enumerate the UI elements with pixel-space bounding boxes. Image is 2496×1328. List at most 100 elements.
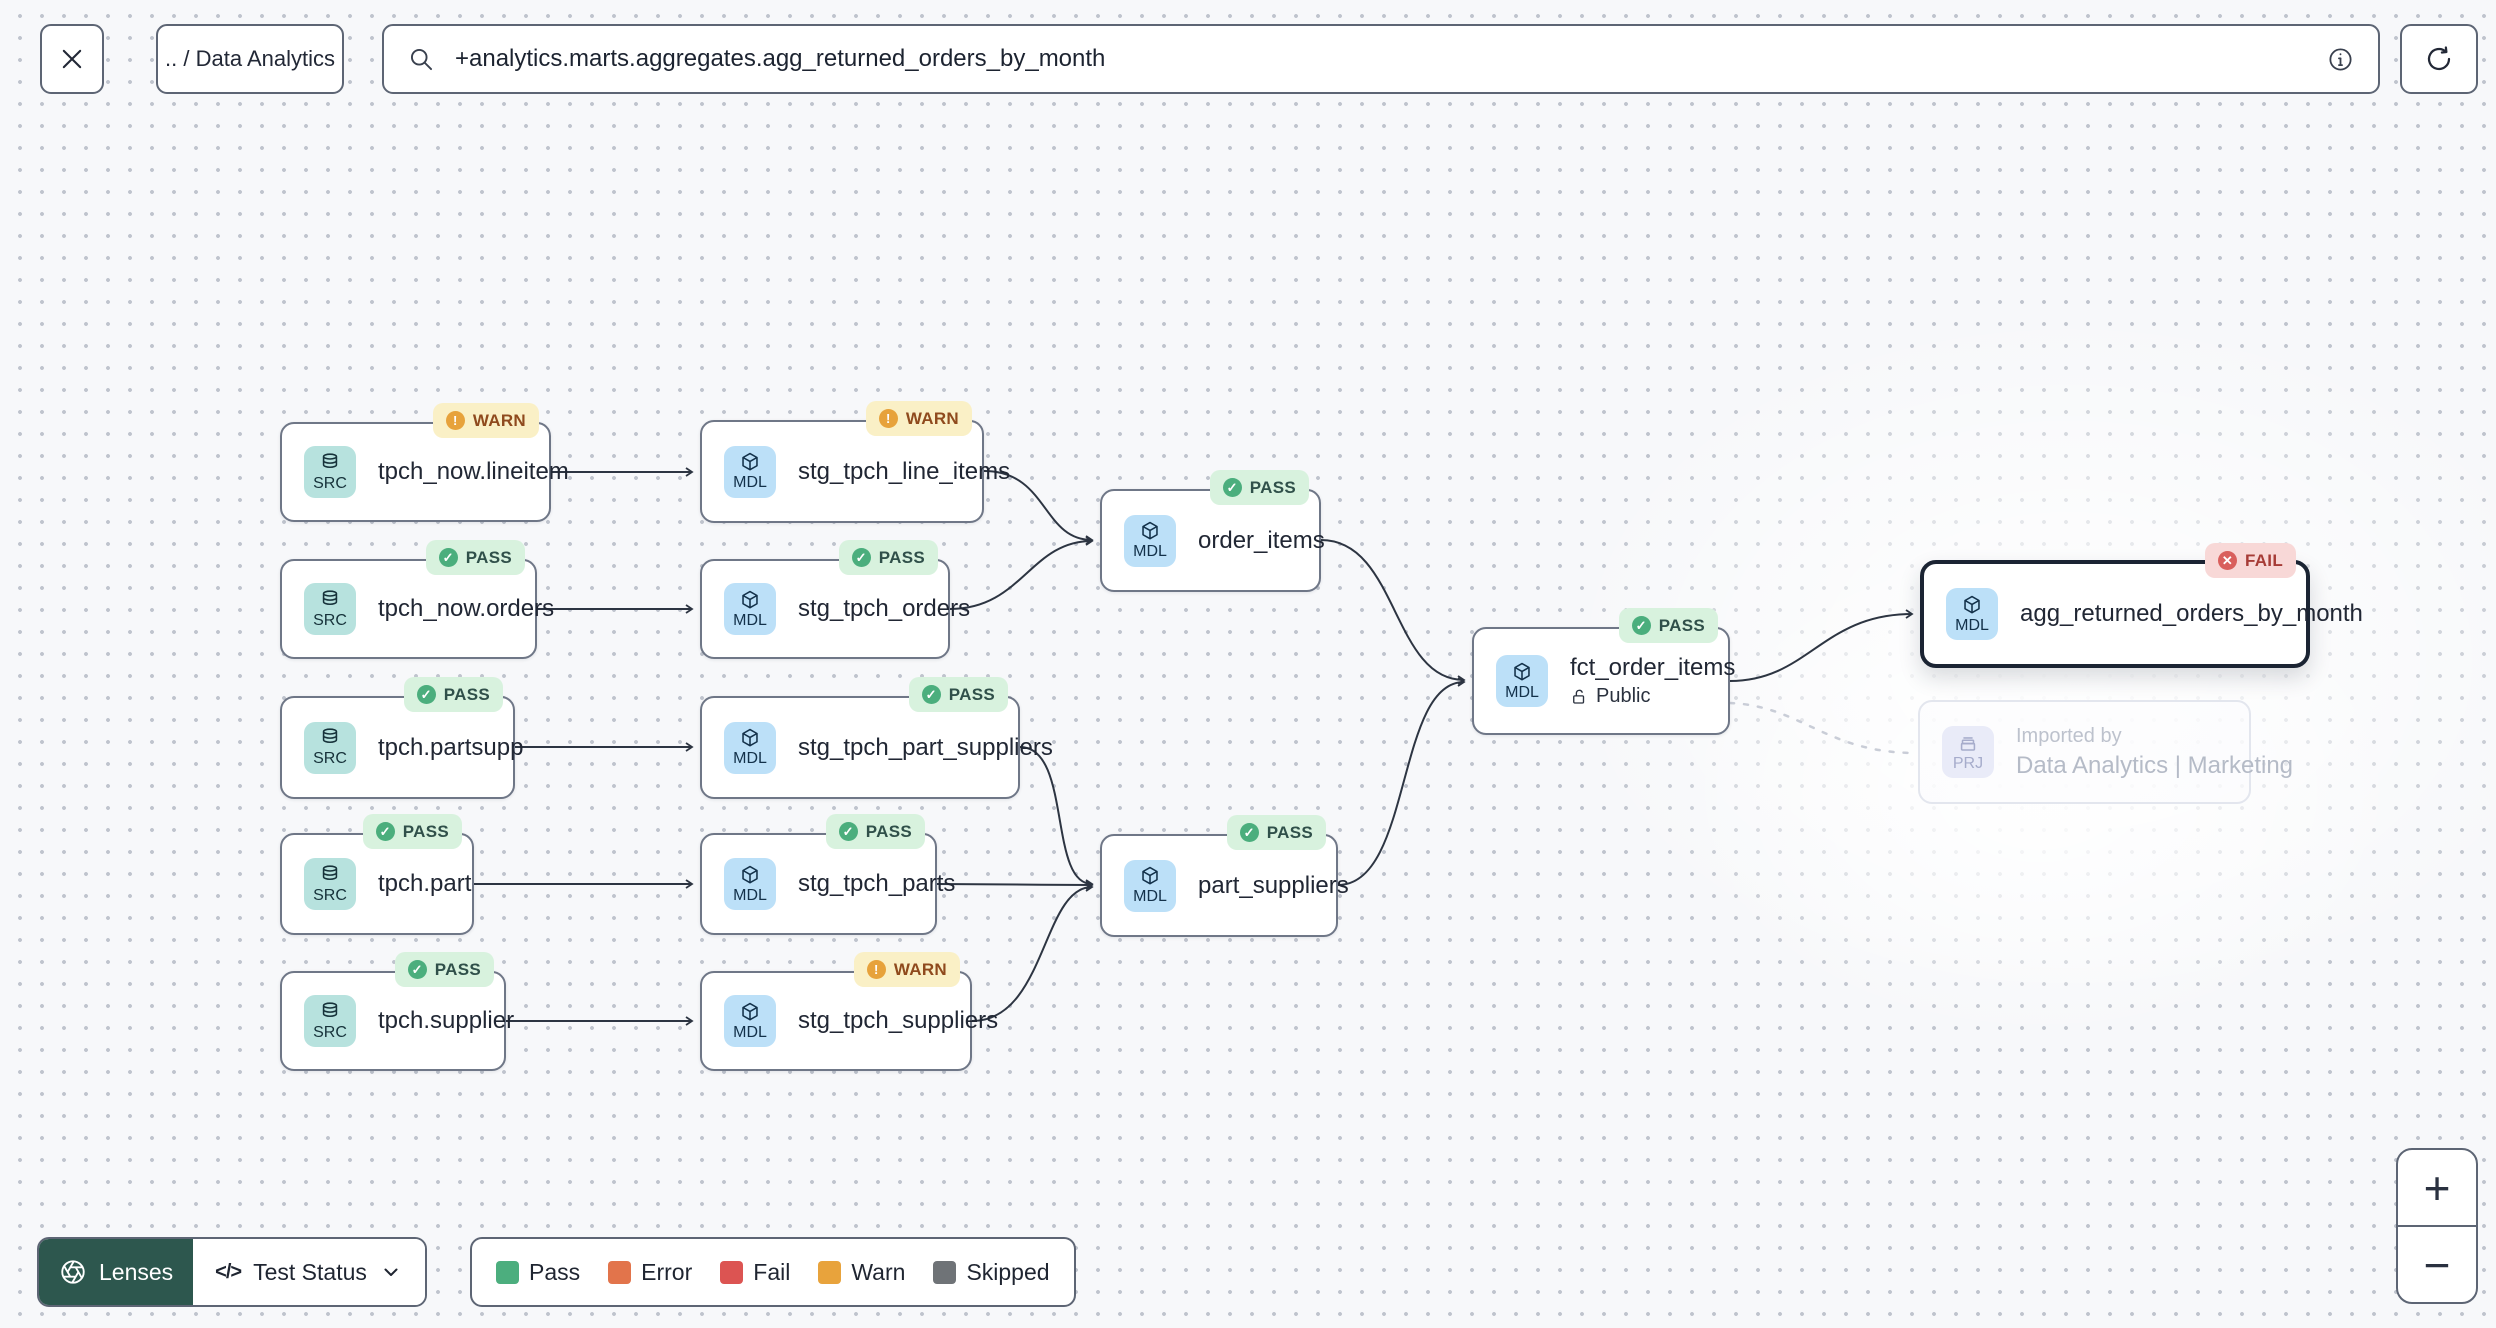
node-type-label: MDL <box>733 1023 767 1041</box>
graph-node-tpch-now-lineitem[interactable]: ! WARN SRC tpch_now.lineitem <box>280 403 569 522</box>
graph-node-tpch-part[interactable]: ✓ PASS SRC tpch.part <box>280 814 474 935</box>
database-icon <box>322 1001 338 1017</box>
test-status-label: Test Status <box>253 1258 367 1285</box>
legend-label: Skipped <box>966 1258 1050 1285</box>
node-name: tpch.supplier <box>378 1007 515 1034</box>
warn-icon: ! <box>445 411 465 430</box>
status-label: PASS <box>1658 615 1705 635</box>
graph-node-tpch-now-orders[interactable]: ✓ PASS SRC tpch_now.orders <box>280 540 554 659</box>
test-status-dropdown[interactable]: </> Test Status <box>193 1239 425 1305</box>
lock-open-icon <box>1573 689 1585 704</box>
zoom-controls: + − <box>2396 1148 2478 1304</box>
status-label: PASS <box>434 959 481 979</box>
breadcrumb[interactable]: .. / Data Analytics <box>156 24 344 94</box>
status-badge: ! WARN <box>853 952 960 987</box>
graph-node-agg-returned-orders-by-month[interactable]: ✕ FAIL MDL agg_returned_orders_by_month <box>1920 543 2363 668</box>
node-name: stg_tpch_parts <box>798 870 956 897</box>
status-badge: ✓ PASS <box>394 952 494 987</box>
graph-node-stg-tpch-orders[interactable]: ✓ PASS MDL stg_tpch_orders <box>700 540 970 659</box>
lenses-button[interactable]: Lenses <box>39 1239 194 1305</box>
close-button[interactable] <box>40 24 104 94</box>
access-label: Public <box>1596 685 1651 707</box>
graph-node-order-items[interactable]: ✓ PASS MDL order_items <box>1100 470 1325 592</box>
node-type-label: SRC <box>313 1023 347 1041</box>
status-badge: ! WARN <box>865 401 972 436</box>
status-badge: ✓ PASS <box>838 540 938 575</box>
check-icon: ✓ <box>375 822 395 841</box>
edge <box>971 882 1094 1022</box>
source-type-icon: SRC <box>304 858 356 910</box>
project-name: Data Analytics | Marketing <box>2016 751 2294 779</box>
graph-node-tpch-supplier[interactable]: ✓ PASS SRC tpch.supplier <box>280 952 514 1071</box>
node-name: stg_tpch_orders <box>798 595 971 622</box>
graph-node-tpch-partsupp[interactable]: ✓ PASS SRC tpch.partsupp <box>280 677 523 799</box>
status-label: FAIL <box>2244 550 2283 570</box>
zoom-out-button[interactable]: − <box>2398 1225 2476 1302</box>
check-icon: ✓ <box>838 822 858 841</box>
cube-icon <box>1142 866 1158 885</box>
check-icon: ✓ <box>416 685 436 704</box>
graph-node-stg-tpch-parts[interactable]: ✓ PASS MDL stg_tpch_parts <box>700 814 955 935</box>
lenses-toolbar: Lenses </> Test Status <box>37 1237 427 1307</box>
search-bar[interactable] <box>382 24 2380 94</box>
node-type-label: MDL <box>1955 616 1989 634</box>
status-badge: ✓ PASS <box>908 677 1008 712</box>
zoom-in-button[interactable]: + <box>2423 1161 2451 1214</box>
edge <box>983 470 1094 545</box>
status-badge: ✓ PASS <box>825 814 925 849</box>
legend-label: Fail <box>753 1258 791 1285</box>
node-type-label: PRJ <box>1952 754 1984 772</box>
node-name: agg_returned_orders_by_month <box>2020 600 2363 627</box>
node-name: part_suppliers <box>1198 871 1349 899</box>
status-badge: ✓ PASS <box>403 677 503 712</box>
node-name: stg_tpch_line_items <box>798 457 1011 485</box>
node-type-label: MDL <box>1133 543 1167 560</box>
search-input[interactable] <box>453 44 2309 74</box>
graph-node-imported-by[interactable]: PRJ Imported by Data Analytics | Marketi… <box>1918 700 2293 804</box>
model-type-icon: MDL <box>724 995 776 1047</box>
info-icon[interactable] <box>2327 46 2354 73</box>
error-swatch <box>608 1260 632 1284</box>
node-name: stg_tpch_suppliers <box>798 1007 999 1034</box>
model-type-icon: MDL <box>724 583 776 635</box>
source-type-icon: SRC <box>304 583 356 635</box>
node-name: fct_order_items <box>1570 654 1736 681</box>
node-type-label: SRC <box>313 886 347 904</box>
code-icon: </> <box>215 1260 242 1283</box>
edge <box>1019 746 1094 889</box>
edge <box>949 536 1094 610</box>
graph-node-fct-order-items[interactable]: ✓ PASS MDL fct_order_items Public <box>1472 608 1735 735</box>
model-type-icon: MDL <box>724 721 776 774</box>
graph-node-part-suppliers[interactable]: ✓ PASS MDL part_suppliers <box>1100 815 1349 937</box>
node-type-label: MDL <box>733 886 767 904</box>
graph-node-stg-tpch-line-items[interactable]: ! WARN MDL stg_tpch_line_items <box>700 401 1010 523</box>
check-icon: ✓ <box>1239 823 1259 842</box>
warn-icon: ! <box>878 409 898 428</box>
source-type-icon: SRC <box>304 995 356 1047</box>
edge <box>1729 609 1914 682</box>
model-type-icon: MDL <box>1124 859 1176 912</box>
legend-label: Warn <box>851 1258 906 1285</box>
database-icon <box>322 452 338 468</box>
fail-swatch <box>720 1260 744 1284</box>
status-label: WARN <box>893 959 947 979</box>
status-label: PASS <box>1249 477 1296 497</box>
status-label: WARN <box>472 410 526 430</box>
legend-item-skipped: Skipped <box>933 1258 1050 1286</box>
graph-node-stg-tpch-part-suppliers[interactable]: ✓ PASS MDL stg_tpch_part_suppliers <box>700 677 1053 799</box>
edge <box>1337 677 1466 886</box>
search-icon <box>410 48 433 70</box>
database-icon <box>322 864 338 880</box>
status-label: WARN <box>905 408 959 428</box>
cube-icon <box>1142 521 1158 540</box>
refresh-button[interactable] <box>2400 24 2478 94</box>
edge <box>936 880 1094 890</box>
node-name: order_items <box>1198 526 1325 554</box>
cube-icon <box>1514 662 1530 680</box>
legend-label: Pass <box>529 1258 581 1285</box>
node-type-label: MDL <box>1505 683 1539 701</box>
graph-node-stg-tpch-suppliers[interactable]: ! WARN MDL stg_tpch_suppliers <box>700 952 998 1071</box>
node-type-label: MDL <box>733 750 767 767</box>
